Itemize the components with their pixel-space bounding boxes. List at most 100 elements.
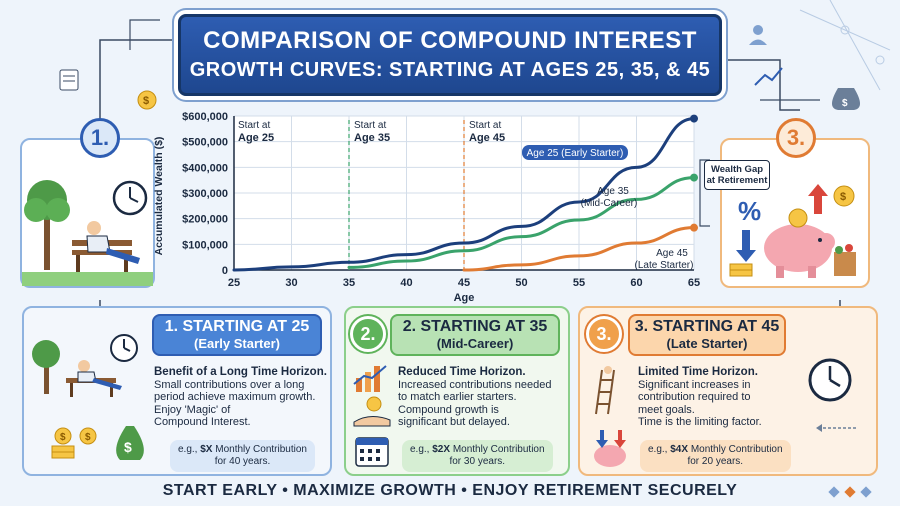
card-3-contrib-amount: $4X (670, 444, 689, 455)
growth-chart-icon (353, 365, 387, 392)
man-on-bench-icon (66, 360, 122, 397)
card-2-text-3: Compound growth is (398, 403, 499, 416)
footer-tagline: START EARLY • MAXIMIZE GROWTH • ENJOY RE… (162, 482, 738, 499)
growth-chart-icon (754, 67, 783, 86)
card-3-heading: Limited Time Horizon. (638, 366, 758, 378)
svg-text:%: % (738, 196, 761, 226)
coin-stack-icon (729, 263, 753, 277)
card-1-text-2: period achieve maximum growth. (154, 391, 316, 403)
start-marker-label-1: Start at (469, 120, 501, 131)
card-2-text-2: to match earlier starters. (398, 391, 517, 403)
left-illustration-panel (20, 138, 155, 288)
late-starter-label-1: Age 45 (656, 248, 688, 259)
series-end-point (690, 173, 698, 182)
card-1-contrib-amount: $X (200, 444, 213, 455)
card-3-contrib-years: for 20 years. (687, 456, 744, 467)
card-3-subtitle: (Late Starter) (666, 336, 748, 351)
x-tick-label: 45 (458, 277, 470, 289)
card-3-contrib-pre: e.g., (648, 444, 671, 455)
money-bag-icon: $ (832, 88, 860, 110)
piggy-bank-icon (764, 208, 835, 278)
early-starter-label: Age 25 (Early Starter) (527, 148, 624, 159)
card-2-body: Reduced Time Horizon. Increased contribu… (398, 366, 568, 429)
card-2-contrib-amount: $2X (432, 444, 451, 455)
tree-icon (32, 340, 60, 394)
card-2-header: 2. STARTING AT 35 (Mid-Career) (390, 314, 560, 356)
start-marker-label-1: Start at (354, 120, 386, 131)
start-marker-label-2: Age 25 (238, 132, 274, 144)
card-1-text-4: Compound Interest. (154, 416, 251, 428)
series-line (347, 176, 696, 269)
left-step-badge: 1. (80, 118, 120, 158)
card-start-45: 3. STARTING AT 45 (Late Starter) 3. Limi… (578, 306, 878, 476)
svg-text:$: $ (124, 439, 132, 455)
coin-stack-icon: $ $ (51, 427, 97, 459)
card-3-badge: 3. (586, 316, 622, 352)
svg-text:$: $ (840, 191, 846, 203)
wealth-gap-callout: Wealth Gap at Retirement (704, 160, 770, 190)
ladder-icon (595, 366, 615, 415)
x-tick-label: 35 (343, 277, 355, 289)
card-2-text-1: Increased contributions needed (398, 378, 552, 391)
svg-text:$: $ (842, 98, 848, 109)
man-on-bench-illustration (22, 180, 153, 286)
card-3-contribution: e.g., $4X Monthly Contribution for 20 ye… (640, 440, 791, 472)
y-tick-label: $600,000 (182, 111, 228, 123)
money-bag-icon: $ (116, 426, 144, 460)
card-2-badge-text: 2. (360, 323, 376, 344)
x-tick-label: 40 (400, 277, 412, 289)
title-line-1: COMPARISON OF COMPOUND INTEREST (203, 27, 697, 54)
card-start-35: 2. STARTING AT 35 (Mid-Career) 2. Reduce… (344, 306, 570, 476)
card-2-contrib-pre: e.g., (410, 444, 433, 455)
card-3-text-2: contribution required to (638, 391, 751, 403)
card-2-subtitle: (Mid-Career) (436, 336, 514, 351)
card-3-title: 3. STARTING AT 45 (634, 318, 780, 335)
card-2-contribution: e.g., $2X Monthly Contribution for 30 ye… (402, 440, 553, 472)
person-icon (749, 25, 767, 45)
card-2-badge: 2. (350, 316, 386, 352)
calendar-icon (355, 437, 389, 467)
x-axis-label: Age (454, 292, 475, 304)
y-tick-label: $200,000 (182, 214, 228, 226)
card-1-text-3: Enjoy 'Magic' of (154, 403, 231, 416)
card-3-text-3: meet goals. (638, 403, 695, 416)
card-1-contrib-post: Monthly Contribution (212, 444, 307, 455)
x-tick-label: 55 (573, 277, 585, 289)
card-1-body: Benefit of a Long Time Horizon. Small co… (154, 366, 329, 429)
card-3-text-4: Time is the limiting factor. (638, 416, 762, 428)
card-3-clock-illustration (808, 358, 856, 432)
dashed-arrow-icon (816, 424, 856, 432)
piggy-bank-illustration: % $ (729, 184, 856, 278)
card-2-illustration (353, 365, 391, 467)
man-icon (86, 221, 140, 264)
card-3-contrib-post: Monthly Contribution (688, 444, 783, 455)
wealth-gap-line-2: at Retirement (706, 175, 768, 186)
y-tick-label: $400,000 (182, 162, 228, 174)
clock-icon (112, 180, 148, 216)
card-3-body: Limited Time Horizon. Significant increa… (638, 366, 813, 429)
x-tick-label: 50 (515, 277, 527, 289)
title-line-2: GROWTH CURVES: STARTING AT AGES 25, 35, … (189, 59, 711, 81)
card-1-heading: Benefit of a Long Time Horizon. (154, 366, 327, 378)
x-tick-label: 30 (285, 277, 297, 289)
arrow-up-icon (808, 184, 828, 214)
dollar-coin-icon: $ (137, 90, 157, 110)
x-tick-label: 25 (228, 277, 240, 289)
card-1-contribution: e.g., $X Monthly Contribution for 40 yea… (170, 440, 315, 472)
y-tick-label: $300,000 (182, 188, 228, 200)
y-axis-label: Accumulated Wealth ($) (153, 137, 165, 256)
tree-icon (24, 180, 70, 270)
hand-coin-icon (353, 396, 391, 427)
card-2-title: 2. STARTING AT 35 (402, 318, 548, 335)
wealth-gap-line-1: Wealth Gap (710, 164, 764, 175)
card-3-header: 3. STARTING AT 45 (Late Starter) (628, 314, 786, 356)
series-line (232, 117, 696, 272)
document-icon (59, 69, 79, 91)
card-2-text-4: significant but delayed. (398, 416, 510, 428)
y-tick-label: $100,000 (182, 239, 228, 251)
card-2-heading: Reduced Time Horizon. (398, 366, 526, 378)
dollar-coin-icon: $ (833, 185, 855, 207)
clock-icon (808, 358, 852, 402)
card-1-header: 1. STARTING AT 25 (Early Starter) (152, 314, 322, 356)
grocery-bag-icon (834, 244, 856, 276)
